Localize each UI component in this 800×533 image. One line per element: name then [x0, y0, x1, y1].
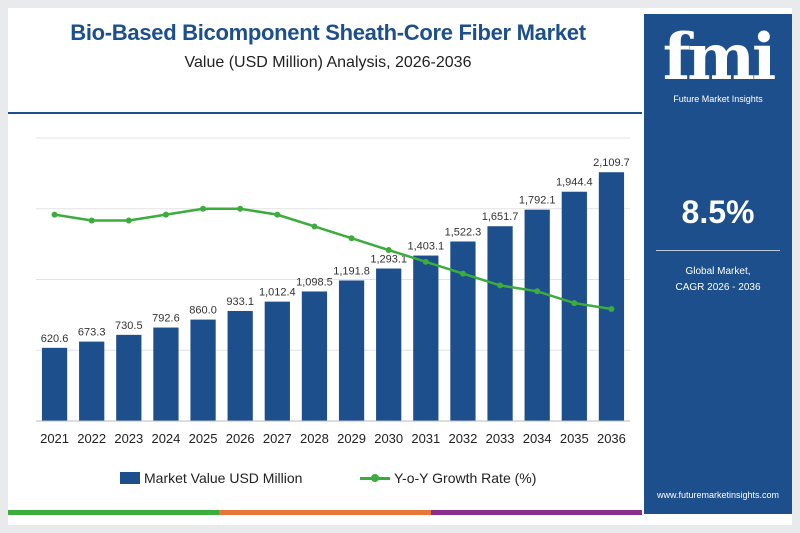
- x-tick-label: 2025: [189, 431, 218, 446]
- bar-2029: [338, 280, 365, 421]
- bar-value-label: 860.0: [189, 305, 217, 317]
- bar-2023: [116, 334, 142, 421]
- growth-point-2034: [534, 288, 541, 295]
- strip-segment-green: [8, 510, 220, 515]
- growth-point-2030: [385, 247, 392, 254]
- chart-title: Bio-Based Bicomponent Sheath-Core Fiber …: [70, 20, 586, 45]
- bar-2024: [153, 327, 179, 421]
- chart-legend: Market Value USD Million Y-o-Y Growth Ra…: [8, 470, 648, 494]
- bar-value-label: 1,012.4: [259, 287, 296, 299]
- legend-item-market-value: Market Value USD Million: [120, 470, 302, 486]
- bar-value-label: 673.3: [78, 327, 106, 339]
- growth-point-2031: [422, 258, 429, 265]
- x-tick-label: 2028: [300, 431, 329, 446]
- x-tick-label: 2026: [226, 431, 255, 446]
- growth-rate-line: [54, 207, 612, 311]
- bar-value-label: 792.6: [152, 313, 180, 325]
- x-tick-label: 2024: [151, 431, 180, 446]
- x-tick-label: 2029: [337, 431, 366, 446]
- bar-2033: [487, 226, 513, 421]
- strip-segment-purple: [430, 510, 642, 515]
- legend-line-label: Y-o-Y Growth Rate (%): [394, 470, 537, 486]
- side-panel: fmi Future Market Insights 8.5% Global M…: [644, 14, 792, 514]
- bar-value-label: 2,109.7: [593, 157, 630, 169]
- logo-tagline: Future Market Insights: [673, 94, 763, 104]
- bar-value-label: 730.5: [115, 320, 143, 332]
- bar-2027: [264, 301, 290, 421]
- bar-value-label: 933.1: [226, 296, 254, 308]
- bar-value-label: 1,651.7: [482, 211, 519, 223]
- bar-value-label: 1,522.3: [445, 226, 482, 238]
- growth-point-2032: [459, 270, 466, 277]
- x-tick-label: 2023: [114, 431, 143, 446]
- bar-value-label: 620.6: [41, 333, 69, 345]
- x-tick-label: 2021: [40, 431, 69, 446]
- x-tick-label: 2032: [448, 431, 477, 446]
- x-tick-label: 2031: [411, 431, 440, 446]
- bar-2022: [79, 341, 105, 421]
- growth-point-2021: [51, 211, 58, 218]
- bar-value-label: 1,403.1: [407, 241, 444, 253]
- bar-2035: [561, 191, 587, 421]
- panel-divider: [656, 250, 780, 251]
- bar-value-label: 1,191.8: [333, 265, 370, 277]
- bar-2028: [301, 291, 328, 421]
- bar-value-label: 1,944.4: [556, 177, 593, 189]
- cagr-value: 8.5%: [681, 194, 755, 230]
- legend-bar-label: Market Value USD Million: [144, 470, 303, 486]
- bar-value-label: 1,293.1: [370, 254, 407, 266]
- bar-2036: [598, 172, 625, 421]
- bar-2031: [413, 255, 439, 421]
- x-tick-label: 2036: [597, 431, 626, 446]
- x-tick-label: 2033: [486, 431, 515, 446]
- growth-point-2027: [274, 211, 281, 218]
- color-strip: [8, 510, 642, 515]
- chart-plot: 620.6 2021 673.3 2022 730.5 2023 792.6 2024 860.…: [36, 137, 630, 446]
- website-link[interactable]: www.futuremarketinsights.com: [656, 490, 780, 500]
- bar-value-label: 1,792.1: [519, 195, 556, 207]
- bar-2021: [41, 347, 68, 421]
- x-tick-label: 2027: [263, 431, 292, 446]
- growth-point-2024: [162, 211, 169, 218]
- chart-subtitle: Value (USD Million) Analysis, 2026-2036: [184, 54, 472, 71]
- bar-2030: [376, 268, 402, 421]
- growth-point-2035: [571, 300, 578, 307]
- bar-2034: [524, 209, 550, 421]
- bar-value-label: 1,098.5: [296, 276, 333, 288]
- bar-2026: [227, 310, 253, 421]
- growth-point-2033: [497, 282, 504, 289]
- growth-point-2023: [125, 217, 132, 224]
- cagr-caption: Global Market, CAGR 2026 - 2036: [644, 264, 792, 296]
- x-tick-label: 2034: [523, 431, 552, 446]
- bar-2025: [190, 319, 216, 421]
- cagr-caption-line2: CAGR 2026 - 2036: [675, 282, 761, 293]
- fmi-logo: fmi: [662, 20, 777, 95]
- growth-point-2025: [200, 205, 207, 212]
- growth-point-2036: [608, 305, 615, 312]
- x-tick-label: 2035: [560, 431, 589, 446]
- title-divider: [8, 112, 642, 114]
- x-tick-label: 2030: [374, 431, 403, 446]
- cagr-caption-line1: Global Market,: [685, 266, 751, 277]
- growth-point-2028: [311, 223, 318, 230]
- bar-swatch: [120, 472, 140, 484]
- chart-card: Bio-Based Bicomponent Sheath-Core Fiber …: [8, 8, 792, 525]
- x-tick-label: 2022: [77, 431, 106, 446]
- strip-segment-orange: [219, 510, 431, 515]
- line-swatch: [360, 472, 390, 484]
- growth-point-2022: [88, 217, 95, 224]
- growth-point-2029: [348, 235, 355, 242]
- growth-point-2026: [237, 205, 244, 212]
- bar-2032: [450, 241, 476, 421]
- legend-item-growth-rate: Y-o-Y Growth Rate (%): [360, 470, 536, 486]
